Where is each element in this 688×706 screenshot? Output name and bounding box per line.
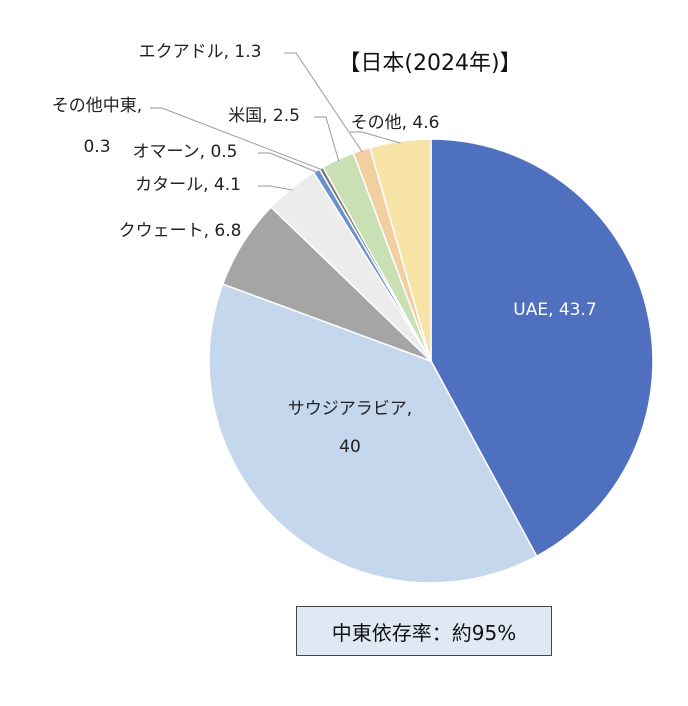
slice-label-9: その他, 4.6 xyxy=(351,113,440,133)
chart-title: 【日本(2024年)】 xyxy=(338,51,521,76)
slice-label-2-line2: 40 xyxy=(339,437,361,457)
pie-slice-9 xyxy=(369,138,432,362)
slice-label-5: オマーン, 0.5 xyxy=(133,142,238,162)
slice-label-2: サウジアラビア, xyxy=(288,399,412,419)
leader-line-5 xyxy=(258,152,318,173)
slice-label-8: エクアドル, 1.3 xyxy=(139,42,262,62)
leader-line-4 xyxy=(258,185,293,191)
leader-line-6 xyxy=(150,107,323,171)
slice-label-6: その他中東, xyxy=(52,96,142,116)
pie-slices xyxy=(208,138,654,584)
slice-label-4: カタール, 4.1 xyxy=(135,175,241,195)
callout-text: 中東依存率：約95% xyxy=(331,620,517,645)
slice-labels: UAE, 43.7 サウジアラビア, 40 クウェート, 6.8 カタール, 4.1 オマ… xyxy=(52,42,597,457)
middle-east-dependency-callout: 中東依存率：約95% xyxy=(296,606,552,656)
pie-slice-1 xyxy=(430,138,654,558)
slice-label-7: 米国, 2.5 xyxy=(228,106,300,126)
slice-label-1: UAE, 43.7 xyxy=(513,300,596,320)
slice-label-3: クウェート, 6.8 xyxy=(119,221,242,241)
leader-lines xyxy=(150,52,401,191)
pie-slice-2 xyxy=(208,283,538,584)
slice-label-6-line2: 0.3 xyxy=(83,137,110,157)
leader-line-9 xyxy=(350,131,401,144)
leader-line-7 xyxy=(314,116,340,162)
leader-line-8 xyxy=(284,52,363,153)
